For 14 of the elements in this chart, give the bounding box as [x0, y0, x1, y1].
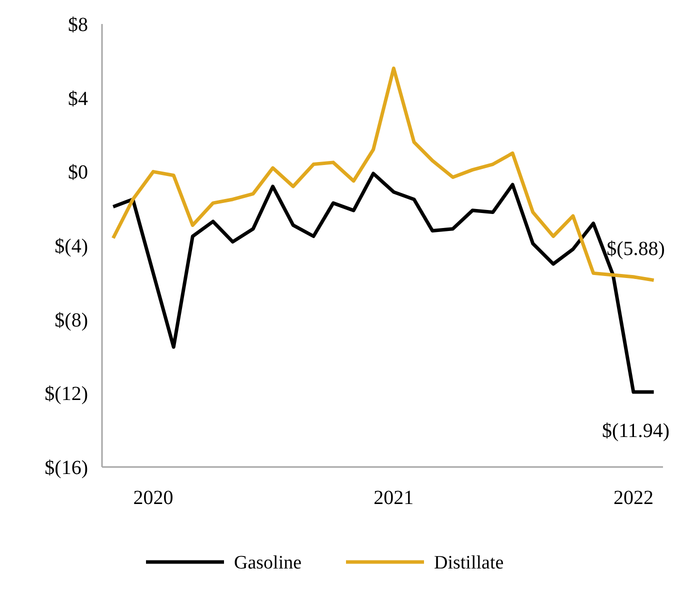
- y-tick-label: $(12): [44, 383, 88, 406]
- y-tick-label: $(4): [54, 236, 88, 258]
- y-tick-label: $0: [68, 162, 88, 184]
- y-tick-label: $(16): [44, 457, 88, 479]
- y-tick-label: $(8): [54, 309, 88, 332]
- x-tick-label: 2021: [374, 487, 414, 509]
- legend-label: Gasoline: [234, 552, 302, 574]
- x-tick-label: 2020: [133, 487, 174, 509]
- y-tick-label: $4: [68, 88, 88, 110]
- annotation: $(11.94): [602, 420, 670, 442]
- annotation: $(5.88): [606, 238, 665, 260]
- y-tick-label: $8: [68, 14, 88, 36]
- x-tick-label: 2022: [613, 487, 654, 509]
- legend-label: Distillate: [434, 552, 504, 574]
